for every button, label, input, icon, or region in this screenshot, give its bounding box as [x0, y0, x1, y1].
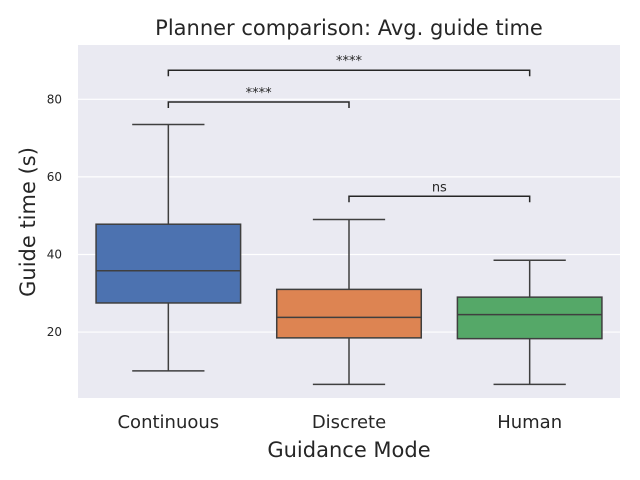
- box-iqr: [456, 296, 603, 340]
- box-continuous: [95, 123, 242, 372]
- significance-label: ****: [336, 54, 363, 69]
- box-iqr: [275, 288, 423, 339]
- y-tick-label: 40: [47, 247, 62, 261]
- box-human: [456, 259, 603, 386]
- x-tick-label: Continuous: [117, 412, 219, 433]
- y-axis-ticks: 20 40 60 80: [47, 92, 62, 339]
- significance-bracket: ****: [167, 54, 531, 77]
- box-discrete: [275, 218, 423, 386]
- bracket-line: [167, 101, 350, 109]
- x-axis-label: Guidance Mode: [267, 438, 430, 462]
- y-tick-label: 60: [47, 170, 62, 184]
- y-tick-label: 80: [47, 92, 62, 106]
- significance-annotations: **** **** ns: [167, 54, 531, 203]
- x-tick-label: Discrete: [312, 412, 386, 433]
- significance-label: ns: [432, 180, 447, 195]
- x-tick-label: Human: [497, 412, 562, 433]
- y-tick-label: 20: [47, 325, 62, 339]
- x-axis-ticks: Continuous Discrete Human: [117, 412, 562, 433]
- bracket-line: [167, 69, 531, 77]
- significance-label: ****: [246, 86, 273, 101]
- y-axis-label: Guide time (s): [16, 147, 40, 297]
- significance-bracket: ****: [167, 86, 350, 109]
- significance-bracket: ns: [348, 180, 531, 203]
- box-iqr: [95, 223, 242, 304]
- chart-title: Planner comparison: Avg. guide time: [155, 16, 543, 40]
- bracket-line: [348, 195, 531, 203]
- box-series: [95, 123, 603, 386]
